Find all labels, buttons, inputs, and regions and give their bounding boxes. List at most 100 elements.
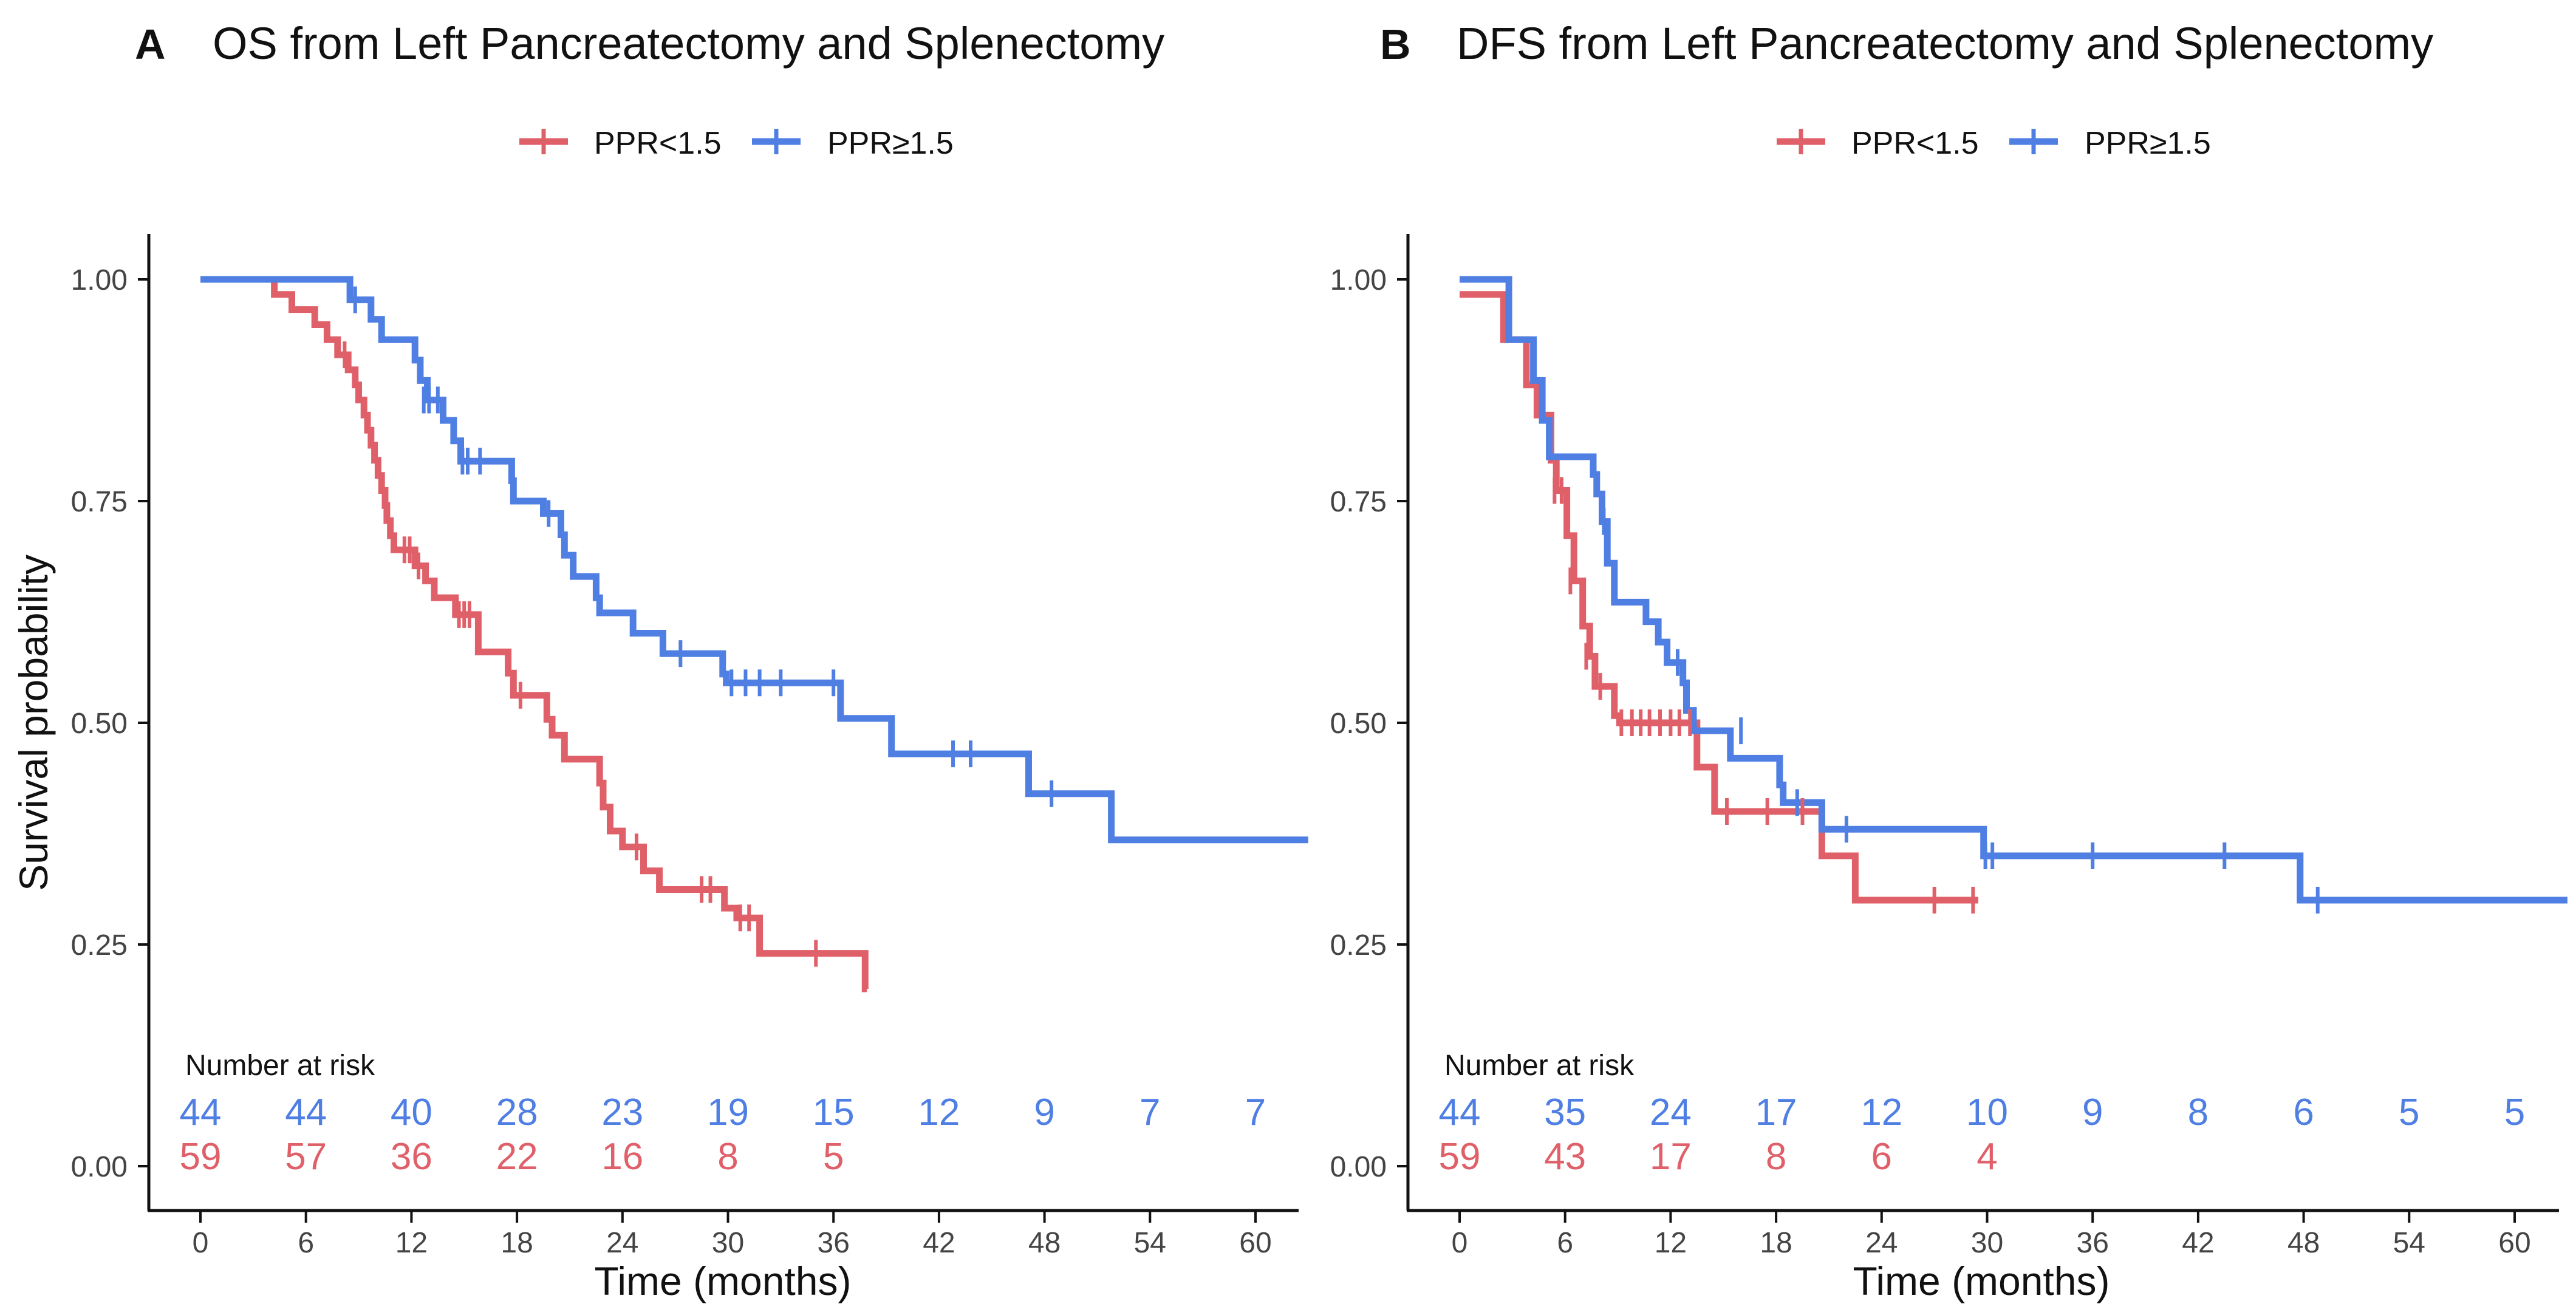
panel-a-title: OS from Left Pancreatectomy and Splenect… xyxy=(213,18,1164,69)
panel-a-legend-item-low: PPR<1.5 xyxy=(519,126,722,161)
x-tick-label: 6 xyxy=(1557,1227,1573,1259)
panel-a-curve-ppr-high xyxy=(200,276,1308,844)
x-tick-label: 30 xyxy=(712,1227,744,1259)
risk-count: 36 xyxy=(391,1136,432,1178)
risk-count: 5 xyxy=(2399,1091,2419,1133)
x-tick-label: 12 xyxy=(1655,1227,1687,1259)
x-tick-label: 24 xyxy=(1865,1227,1898,1259)
risk-count: 10 xyxy=(1966,1091,2008,1133)
panel-a-legend-label-low: PPR<1.5 xyxy=(594,126,722,161)
panel-a-risk-row-ppr-high: 44 44 40 28 23 19 15 12 9 7 7 xyxy=(180,1091,1266,1133)
panel-b-censors-ppr-high xyxy=(1602,508,2320,914)
panel-a-risk-row-ppr-low: 59 57 36 22 16 8 5 xyxy=(180,1136,844,1178)
x-tick-label: 30 xyxy=(1971,1227,2003,1259)
risk-count: 19 xyxy=(707,1091,749,1133)
y-tick-label: 0.50 xyxy=(71,708,128,740)
x-tick-label: 0 xyxy=(1452,1227,1468,1259)
risk-count: 24 xyxy=(1650,1091,1692,1133)
risk-count: 44 xyxy=(285,1091,327,1133)
risk-count: 9 xyxy=(1034,1091,1054,1133)
panel-a-legend: PPR<1.5 PPR≥1.5 xyxy=(519,126,954,161)
panel-b-curve-ppr-low xyxy=(1460,291,1978,904)
risk-count: 23 xyxy=(601,1091,643,1133)
y-tick-label: 1.00 xyxy=(1330,264,1387,296)
x-tick-label: 42 xyxy=(923,1227,955,1259)
panel-a-censors-ppr-low xyxy=(343,341,818,967)
x-tick-label: 48 xyxy=(2287,1227,2320,1259)
panel-b-censors-ppr-low xyxy=(1553,477,1975,914)
panel-b-curve-ppr-high xyxy=(1460,276,2567,904)
x-tick-label: 48 xyxy=(1028,1227,1061,1259)
y-tick-label: 0.75 xyxy=(1330,486,1387,518)
panel-b: B DFS from Left Pancreatectomy and Splen… xyxy=(1330,18,2567,1303)
x-tick-label: 24 xyxy=(606,1227,638,1259)
risk-count: 12 xyxy=(1860,1091,1902,1133)
y-tick-label: 0.50 xyxy=(1330,708,1387,740)
panel-b-legend: PPR<1.5 PPR≥1.5 xyxy=(1777,126,2211,161)
panel-a-risk-title: Number at risk xyxy=(185,1050,375,1082)
y-tick-label: 1.00 xyxy=(71,264,128,296)
risk-count: 7 xyxy=(1245,1091,1266,1133)
risk-count: 59 xyxy=(180,1136,222,1178)
y-tick-label: 0.00 xyxy=(1330,1151,1387,1183)
x-tick-label: 36 xyxy=(2077,1227,2109,1259)
panel-b-x-axis-label: Time (months) xyxy=(1853,1259,2110,1303)
panel-b-legend-item-high: PPR≥1.5 xyxy=(2009,126,2211,161)
risk-count: 8 xyxy=(2188,1091,2209,1133)
panel-b-curves xyxy=(1460,276,2567,914)
y-tick-label: 0.25 xyxy=(1330,929,1387,961)
panel-b-risk-row-ppr-low: 59 43 17 8 6 4 xyxy=(1439,1136,1998,1178)
risk-count: 6 xyxy=(2293,1091,2314,1133)
risk-count: 6 xyxy=(1871,1136,1892,1178)
risk-count: 44 xyxy=(1439,1091,1481,1133)
risk-count: 40 xyxy=(391,1091,432,1133)
x-tick-label: 54 xyxy=(1134,1227,1166,1259)
risk-count: 17 xyxy=(1650,1136,1692,1178)
y-axis-label: Survival probability xyxy=(11,555,56,891)
risk-count: 17 xyxy=(1755,1091,1797,1133)
panel-a-x-axis-label: Time (months) xyxy=(595,1259,852,1303)
panel-a-letter: A xyxy=(135,21,166,68)
risk-count: 5 xyxy=(2504,1091,2525,1133)
panel-a-legend-label-high: PPR≥1.5 xyxy=(827,126,954,161)
x-tick-label: 6 xyxy=(298,1227,314,1259)
risk-count: 44 xyxy=(180,1091,222,1133)
risk-count: 43 xyxy=(1544,1136,1586,1178)
x-tick-label: 18 xyxy=(1760,1227,1792,1259)
panel-b-legend-label-high: PPR≥1.5 xyxy=(2085,126,2211,161)
risk-count: 4 xyxy=(1976,1136,1997,1178)
panel-b-title: DFS from Left Pancreatectomy and Splenec… xyxy=(1457,18,2433,69)
panel-b-x-ticks: 0 6 12 18 24 30 36 42 48 54 60 xyxy=(1452,1211,2531,1259)
panel-b-legend-label-low: PPR<1.5 xyxy=(1851,126,1979,161)
y-tick-label: 0.25 xyxy=(71,929,128,961)
risk-count: 22 xyxy=(496,1136,538,1178)
panel-a-censors-ppr-high xyxy=(353,286,1054,807)
panel-b-risk-row-ppr-high: 44 35 24 17 12 10 9 8 6 5 5 xyxy=(1439,1091,2526,1133)
x-tick-label: 54 xyxy=(2393,1227,2425,1259)
risk-count: 8 xyxy=(717,1136,738,1178)
panel-a-x-ticks: 0 6 12 18 24 30 36 42 48 54 60 xyxy=(193,1211,1272,1259)
x-tick-label: 42 xyxy=(2182,1227,2214,1259)
risk-count: 59 xyxy=(1439,1136,1481,1178)
y-tick-label: 0.75 xyxy=(71,486,128,518)
x-tick-label: 60 xyxy=(2498,1227,2530,1259)
x-tick-label: 36 xyxy=(818,1227,850,1259)
panel-b-legend-item-low: PPR<1.5 xyxy=(1777,126,1979,161)
risk-count: 9 xyxy=(2082,1091,2103,1133)
panel-a-legend-item-high: PPR≥1.5 xyxy=(752,126,954,161)
risk-count: 5 xyxy=(823,1136,844,1178)
panel-a: A OS from Left Pancreatectomy and Splene… xyxy=(71,18,1308,1303)
risk-count: 35 xyxy=(1544,1091,1586,1133)
panel-b-y-ticks: 0.00 0.25 0.50 0.75 1.00 xyxy=(1330,264,1408,1183)
y-tick-label: 0.00 xyxy=(71,1151,128,1183)
risk-count: 15 xyxy=(813,1091,855,1133)
risk-count: 28 xyxy=(496,1091,538,1133)
x-tick-label: 12 xyxy=(395,1227,428,1259)
x-tick-label: 18 xyxy=(501,1227,533,1259)
panel-b-risk-title: Number at risk xyxy=(1444,1050,1635,1082)
risk-count: 57 xyxy=(285,1136,327,1178)
risk-count: 8 xyxy=(1766,1136,1786,1178)
risk-count: 16 xyxy=(601,1136,643,1178)
